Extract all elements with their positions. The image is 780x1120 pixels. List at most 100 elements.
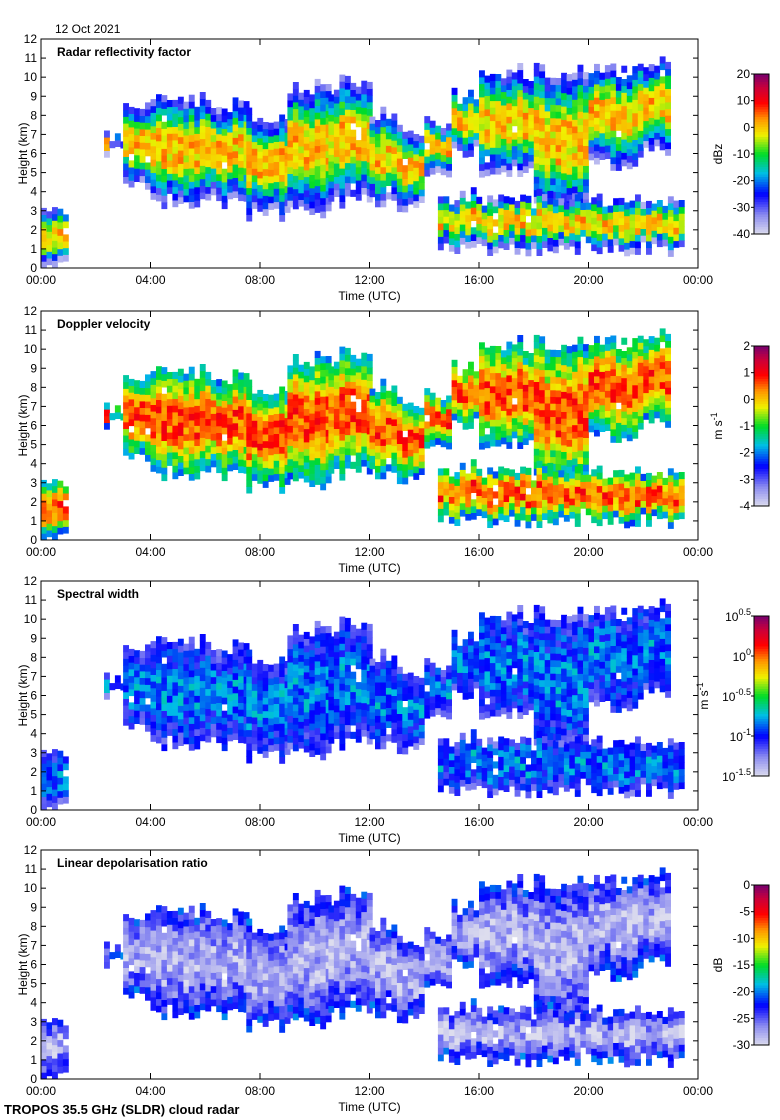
heatmap-cell bbox=[156, 642, 162, 650]
heatmap-cell bbox=[333, 725, 340, 733]
heatmap-cell bbox=[194, 445, 201, 453]
heatmap-cell bbox=[662, 484, 669, 492]
heatmap-cell bbox=[320, 211, 327, 219]
colorbar-cell bbox=[754, 503, 769, 507]
heatmap-cell bbox=[646, 472, 652, 480]
heatmap-cell bbox=[407, 712, 414, 720]
heatmap-cell bbox=[145, 724, 151, 732]
heatmap-cell bbox=[210, 174, 217, 182]
heatmap-cell bbox=[391, 133, 398, 141]
heatmap-cell bbox=[599, 119, 606, 127]
heatmap-cell bbox=[57, 228, 64, 236]
heatmap-cell bbox=[156, 419, 162, 427]
heatmap-cell bbox=[320, 356, 327, 364]
heatmap-cell bbox=[257, 746, 264, 754]
heatmap-cell bbox=[626, 387, 633, 395]
heatmap-cell bbox=[314, 357, 321, 365]
heatmap-cell bbox=[418, 717, 425, 725]
heatmap-cell bbox=[361, 709, 368, 717]
heatmap-cell bbox=[287, 365, 294, 373]
heatmap-cell bbox=[544, 151, 551, 159]
heatmap-cell bbox=[177, 388, 184, 396]
heatmap-cell bbox=[484, 75, 491, 83]
heatmap-cell bbox=[287, 133, 294, 141]
heatmap-cell bbox=[156, 466, 162, 474]
heatmap-cell bbox=[528, 94, 535, 102]
heatmap-cell bbox=[511, 344, 518, 352]
heatmap-cell bbox=[511, 139, 518, 147]
heatmap-cell bbox=[333, 415, 340, 423]
heatmap-cell bbox=[484, 129, 491, 137]
heatmap-cell bbox=[333, 435, 340, 443]
heatmap-cell bbox=[188, 194, 195, 202]
heatmap-cell bbox=[150, 647, 157, 655]
heatmap-cell bbox=[303, 176, 310, 184]
colorbar-tick-label: -40 bbox=[733, 227, 751, 241]
heatmap-cell bbox=[459, 210, 466, 218]
heatmap-cell bbox=[607, 511, 614, 519]
heatmap-cell bbox=[46, 800, 53, 808]
colorbar-cell bbox=[754, 154, 769, 157]
heatmap-cell bbox=[479, 117, 485, 125]
heatmap-cell bbox=[470, 213, 477, 221]
heatmap-cell bbox=[303, 658, 310, 666]
heatmap-cell bbox=[183, 141, 190, 149]
heatmap-cell bbox=[544, 389, 551, 397]
heatmap-cell bbox=[134, 161, 140, 169]
heatmap-cell bbox=[344, 361, 351, 369]
heatmap-cell bbox=[52, 769, 58, 777]
heatmap-cell bbox=[128, 106, 135, 114]
heatmap-cell bbox=[273, 676, 280, 684]
heatmap-cell bbox=[550, 91, 557, 99]
heatmap-cell bbox=[339, 703, 346, 711]
heatmap-cell bbox=[583, 199, 589, 207]
heatmap-cell bbox=[156, 729, 162, 737]
colorbar-tick-label: 0 bbox=[743, 120, 750, 134]
heatmap-cell bbox=[610, 110, 617, 118]
heatmap-cell bbox=[459, 489, 466, 497]
heatmap-cell bbox=[402, 687, 409, 695]
heatmap-cell bbox=[503, 488, 510, 496]
heatmap-cell bbox=[273, 730, 280, 738]
heatmap-cell bbox=[257, 693, 264, 701]
heatmap-cell bbox=[161, 195, 168, 203]
heatmap-cell bbox=[309, 167, 316, 175]
heatmap-cell bbox=[484, 142, 491, 150]
heatmap-cell bbox=[314, 172, 321, 180]
heatmap-cell bbox=[678, 498, 685, 506]
heatmap-cell bbox=[123, 415, 129, 423]
heatmap-cell bbox=[279, 480, 286, 488]
heatmap-cell bbox=[314, 687, 321, 695]
heatmap-cell bbox=[555, 436, 562, 444]
heatmap-cell bbox=[539, 356, 546, 364]
heatmap-cell bbox=[232, 117, 239, 125]
heatmap-cell bbox=[279, 750, 286, 758]
heatmap-cell bbox=[333, 678, 340, 686]
heatmap-cell bbox=[183, 433, 190, 441]
heatmap-cell bbox=[57, 480, 64, 488]
heatmap-cell bbox=[298, 431, 305, 439]
heatmap-cell bbox=[533, 354, 540, 362]
heatmap-cell bbox=[500, 151, 507, 159]
heatmap-cell bbox=[205, 405, 212, 413]
heatmap-cell bbox=[161, 135, 168, 143]
heatmap-cell bbox=[227, 118, 234, 126]
heatmap-cell bbox=[539, 429, 546, 437]
heatmap-cell bbox=[41, 776, 47, 784]
heatmap-cell bbox=[402, 192, 409, 200]
heatmap-cell bbox=[172, 681, 179, 689]
heatmap-cell bbox=[539, 64, 546, 72]
heatmap-cell bbox=[246, 154, 253, 162]
heatmap-cell bbox=[454, 505, 461, 513]
heatmap-cell bbox=[583, 357, 589, 365]
heatmap-cell bbox=[465, 234, 472, 242]
heatmap-cell bbox=[509, 204, 515, 212]
heatmap-cell bbox=[561, 106, 567, 114]
heatmap-cell bbox=[533, 421, 540, 429]
heatmap-cell bbox=[188, 188, 195, 196]
heatmap-cell bbox=[210, 683, 217, 691]
heatmap-cell bbox=[528, 419, 535, 427]
heatmap-cell bbox=[402, 198, 409, 206]
heatmap-cell bbox=[246, 379, 253, 387]
heatmap-cell bbox=[640, 228, 647, 236]
